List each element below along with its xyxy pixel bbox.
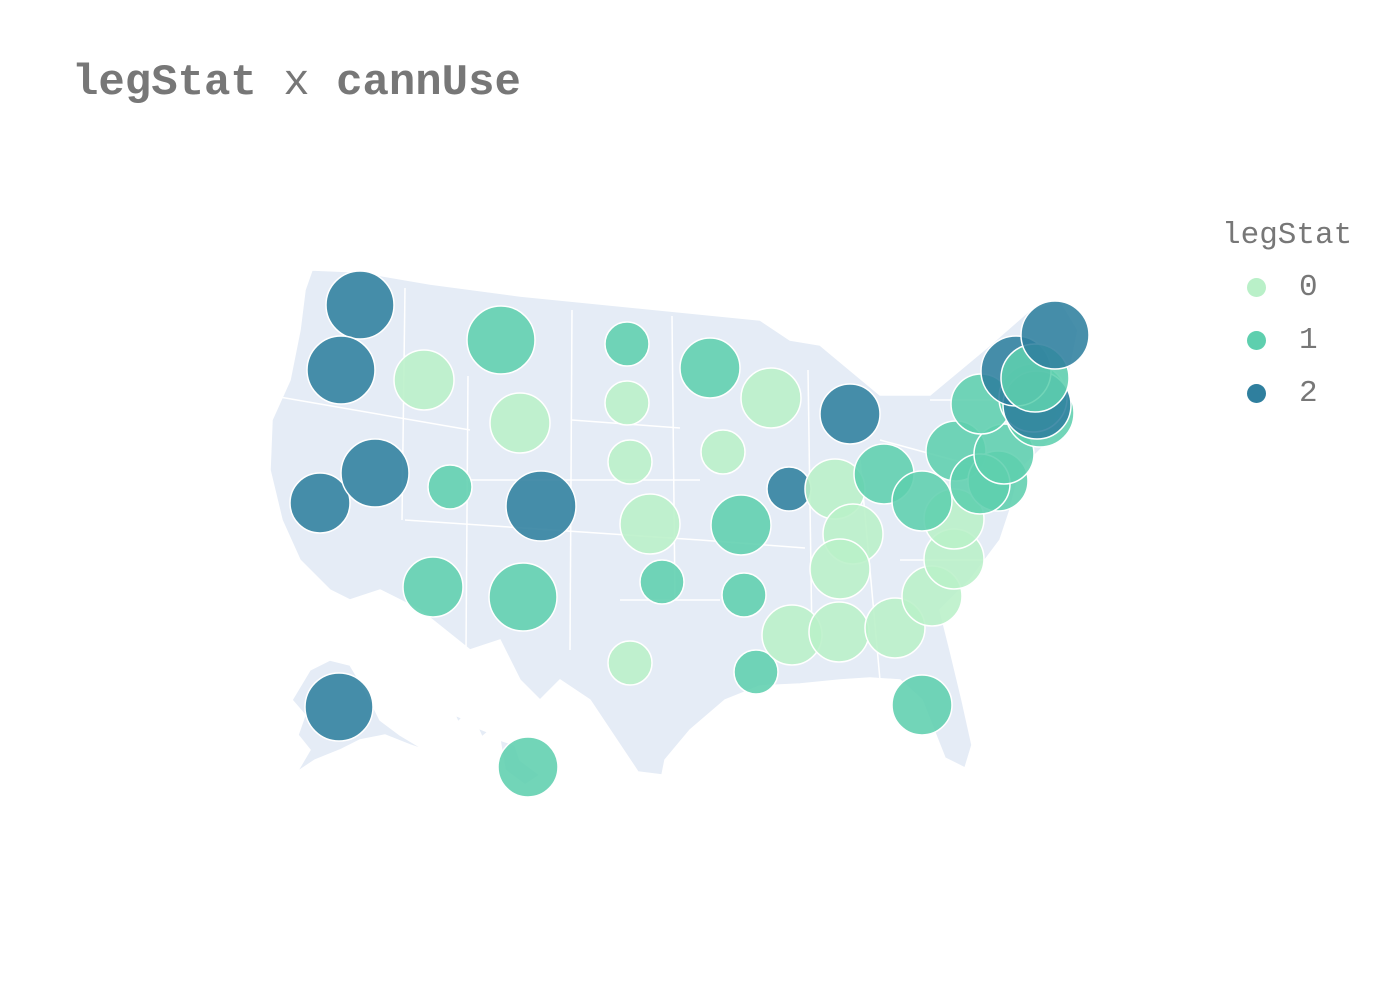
marker-ut[interactable]	[427, 464, 473, 510]
legend-item-2[interactable]: 2	[1222, 367, 1352, 420]
marker-fl[interactable]	[891, 674, 953, 736]
state-border-line	[465, 375, 469, 651]
marker-wa[interactable]	[325, 270, 395, 340]
marker-wv[interactable]	[891, 470, 953, 532]
title-right: cannUse	[336, 58, 521, 108]
marker-al[interactable]	[808, 601, 870, 663]
marker-az[interactable]	[402, 556, 464, 618]
marker-mt[interactable]	[466, 305, 536, 375]
marker-me[interactable]	[1020, 300, 1090, 370]
title-left: legStat	[72, 58, 257, 108]
legend-label-1: 1	[1299, 323, 1318, 358]
legend: legStat 0 1 2	[1222, 218, 1352, 420]
marker-or[interactable]	[306, 335, 376, 405]
legend-marker-2	[1247, 384, 1266, 403]
legend-marker-1	[1247, 331, 1266, 350]
state-border-line	[671, 315, 676, 601]
marker-nv[interactable]	[340, 438, 410, 508]
marker-ia[interactable]	[700, 429, 746, 475]
state-border-line	[267, 394, 471, 431]
title-operator: x	[283, 58, 310, 108]
marker-ar[interactable]	[721, 572, 767, 618]
legend-item-0[interactable]: 0	[1222, 261, 1352, 314]
chart-title: legStat x cannUse	[72, 58, 521, 108]
marker-ne[interactable]	[607, 439, 653, 485]
marker-ak[interactable]	[304, 672, 374, 742]
marker-co[interactable]	[505, 470, 577, 542]
state-markers	[289, 270, 1090, 798]
marker-tn[interactable]	[809, 538, 871, 600]
marker-mo[interactable]	[710, 494, 772, 556]
marker-ok[interactable]	[639, 559, 685, 605]
marker-wi[interactable]	[740, 367, 802, 429]
marker-nd[interactable]	[604, 321, 650, 367]
marker-ca[interactable]	[289, 472, 351, 534]
marker-id[interactable]	[393, 349, 455, 411]
marker-la[interactable]	[733, 649, 779, 695]
marker-nm[interactable]	[488, 562, 558, 632]
marker-tx[interactable]	[607, 640, 653, 686]
marker-hi[interactable]	[497, 736, 559, 798]
legend-label-2: 2	[1299, 376, 1318, 411]
marker-mi[interactable]	[819, 383, 881, 445]
marker-ks[interactable]	[619, 493, 681, 555]
marker-mn[interactable]	[679, 337, 741, 399]
marker-sd[interactable]	[604, 380, 650, 426]
legend-title: legStat	[1222, 218, 1353, 253]
legend-marker-0	[1247, 278, 1266, 297]
marker-wy[interactable]	[489, 392, 551, 454]
legend-label-0: 0	[1299, 270, 1318, 305]
legend-item-1[interactable]: 1	[1222, 314, 1352, 367]
